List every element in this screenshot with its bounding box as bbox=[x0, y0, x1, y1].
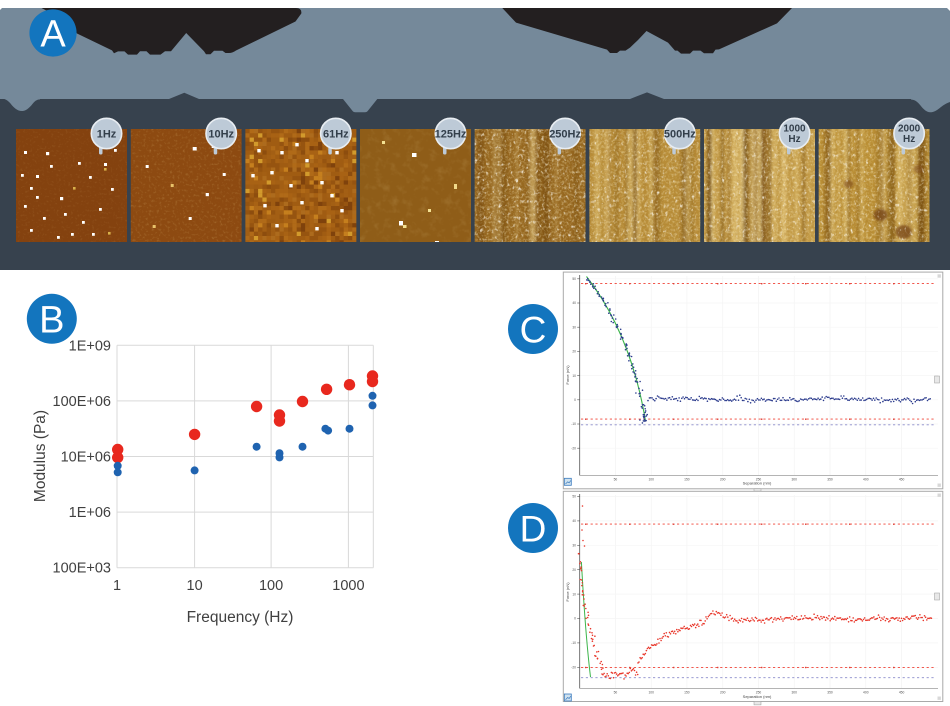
svg-text:B: B bbox=[39, 299, 64, 341]
svg-text:50: 50 bbox=[572, 277, 576, 281]
svg-text:10: 10 bbox=[572, 592, 576, 596]
svg-text:1000: 1000 bbox=[783, 124, 806, 135]
svg-text:Frequency (Hz): Frequency (Hz) bbox=[187, 609, 294, 626]
svg-text:30: 30 bbox=[572, 325, 576, 329]
svg-text:350: 350 bbox=[827, 691, 833, 695]
svg-text:D: D bbox=[520, 508, 547, 549]
svg-text:150: 150 bbox=[684, 691, 690, 695]
svg-text:150: 150 bbox=[684, 478, 690, 482]
svg-text:100: 100 bbox=[259, 578, 283, 594]
svg-text:200: 200 bbox=[720, 691, 726, 695]
svg-text:200: 200 bbox=[720, 478, 726, 482]
svg-text:0: 0 bbox=[574, 617, 576, 621]
svg-text:61Hz: 61Hz bbox=[323, 129, 349, 141]
svg-text:10: 10 bbox=[572, 374, 576, 378]
svg-text:20: 20 bbox=[572, 568, 576, 572]
svg-text:100: 100 bbox=[648, 478, 654, 482]
svg-text:1000: 1000 bbox=[332, 578, 364, 594]
svg-text:400: 400 bbox=[863, 478, 869, 482]
svg-text:450: 450 bbox=[899, 478, 905, 482]
svg-text:450: 450 bbox=[899, 691, 905, 695]
svg-text:30: 30 bbox=[572, 544, 576, 548]
svg-text:Hz: Hz bbox=[788, 134, 800, 145]
svg-text:350: 350 bbox=[827, 478, 833, 482]
svg-text:10Hz: 10Hz bbox=[208, 129, 234, 141]
svg-text:A: A bbox=[40, 14, 66, 56]
svg-text:0: 0 bbox=[574, 398, 576, 402]
svg-text:-10: -10 bbox=[571, 422, 576, 426]
svg-text:1E+06: 1E+06 bbox=[69, 505, 111, 521]
svg-text:250: 250 bbox=[756, 478, 762, 482]
svg-text:Force (nN): Force (nN) bbox=[565, 582, 570, 602]
svg-text:-20: -20 bbox=[571, 446, 576, 450]
svg-text:C: C bbox=[520, 309, 547, 350]
svg-text:300: 300 bbox=[791, 691, 797, 695]
svg-text:100E+06: 100E+06 bbox=[53, 394, 111, 410]
svg-text:10: 10 bbox=[187, 578, 203, 594]
svg-text:100: 100 bbox=[648, 691, 654, 695]
svg-text:Separation (nm): Separation (nm) bbox=[743, 481, 772, 486]
svg-text:125Hz: 125Hz bbox=[435, 129, 467, 141]
svg-text:400: 400 bbox=[863, 691, 869, 695]
svg-text:500Hz: 500Hz bbox=[664, 129, 696, 141]
svg-text:250: 250 bbox=[756, 691, 762, 695]
svg-text:-20: -20 bbox=[571, 666, 576, 670]
svg-text:Separation (nm): Separation (nm) bbox=[743, 694, 772, 699]
svg-text:Hz: Hz bbox=[903, 134, 915, 145]
svg-text:-10: -10 bbox=[571, 641, 576, 645]
svg-text:250Hz: 250Hz bbox=[549, 129, 581, 141]
svg-text:50: 50 bbox=[572, 495, 576, 499]
svg-text:1: 1 bbox=[113, 578, 121, 594]
svg-text:Modulus (Pa): Modulus (Pa) bbox=[32, 410, 49, 502]
svg-text:40: 40 bbox=[572, 519, 576, 523]
svg-text:2000: 2000 bbox=[898, 124, 921, 135]
svg-text:50: 50 bbox=[614, 478, 618, 482]
svg-text:40: 40 bbox=[572, 301, 576, 305]
svg-text:300: 300 bbox=[791, 478, 797, 482]
svg-text:100E+03: 100E+03 bbox=[53, 561, 111, 577]
svg-text:Force (nN): Force (nN) bbox=[565, 365, 570, 385]
svg-text:50: 50 bbox=[614, 691, 618, 695]
svg-text:10E+06: 10E+06 bbox=[61, 450, 111, 466]
svg-text:1Hz: 1Hz bbox=[97, 129, 117, 141]
svg-text:20: 20 bbox=[572, 350, 576, 354]
svg-text:1E+09: 1E+09 bbox=[69, 338, 111, 354]
